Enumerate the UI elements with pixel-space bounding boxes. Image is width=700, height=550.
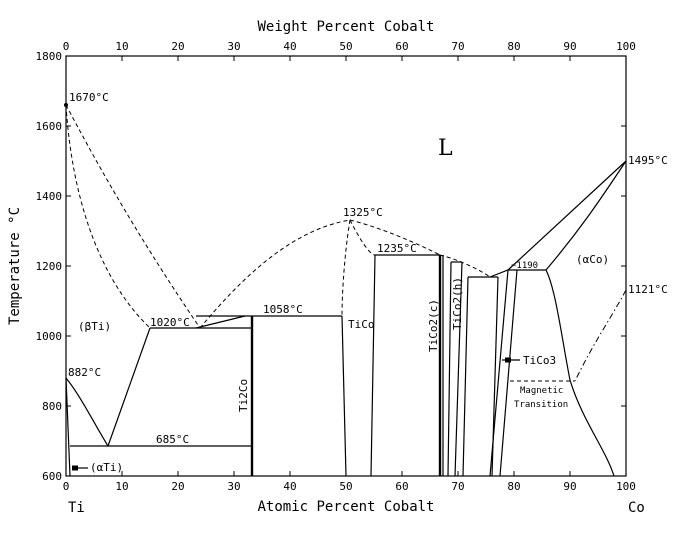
- bottom-tick-label-5: 50: [339, 480, 352, 493]
- label-alpha-ti: (αTi): [90, 461, 123, 474]
- top-tick-label-4: 40: [283, 40, 296, 53]
- bottom-tick-label-2: 20: [171, 480, 184, 493]
- beta-ti-eutectoid-right: [107, 327, 151, 447]
- arrow-alpha-ti: [72, 465, 88, 471]
- top-tick-label-0: 0: [63, 40, 70, 53]
- label-tico2-c: TiCo2(c): [427, 299, 440, 352]
- liquidus-tico2-right: [439, 254, 491, 278]
- label-alpha-co: (αCo): [576, 253, 609, 266]
- tico2-h-left: [447, 261, 452, 477]
- bottom-axis-title: Atomic Percent Cobalt: [257, 499, 434, 515]
- y-axis-title: Temperature °C: [7, 207, 23, 325]
- label-transition: Transition: [514, 400, 568, 410]
- top-tick-label-5: 50: [339, 40, 352, 53]
- arrow-tico3: [502, 357, 520, 363]
- y-tick-label-0: 600: [42, 470, 62, 483]
- phase-boundaries: [64, 103, 627, 477]
- label-1190: ~1190: [511, 261, 538, 271]
- tico2-h-right: [454, 261, 463, 477]
- bottom-tick-label-7: 70: [451, 480, 464, 493]
- top-tick-label-3: 30: [227, 40, 240, 53]
- label-tico2-h: TiCo2(h): [451, 277, 464, 330]
- top-tick-label-8: 80: [507, 40, 520, 53]
- tico3-left-boundary: [489, 269, 509, 477]
- bottom-tick-label-6: 60: [395, 480, 408, 493]
- label-liquid: L: [438, 136, 453, 161]
- beta-ti-eutectoid-left: [65, 377, 109, 447]
- tico-right-boundary: [370, 254, 376, 477]
- bottom-tick-label-9: 90: [563, 480, 576, 493]
- liquidus-tico-right: [349, 219, 441, 256]
- alpha-ti-boundary: [65, 377, 71, 477]
- bottom-tick-label-10: 100: [616, 480, 636, 493]
- tico-left-boundary: [341, 315, 347, 477]
- co-magnetic-line: [574, 289, 627, 382]
- y-tick-label-5: 1600: [36, 120, 63, 133]
- label-magnetic: Magnetic: [520, 386, 563, 396]
- label-beta-ti: (βTi): [78, 320, 111, 333]
- bottom-tick-label-0: 0: [63, 480, 70, 493]
- label-tico: TiCo: [348, 318, 375, 331]
- liquidus-co-side: [507, 160, 627, 271]
- top-axis-ticks: 0 10 20 30 40 50 60 70 80 90 100: [63, 40, 636, 61]
- top-tick-label-1: 10: [115, 40, 128, 53]
- liquidus-ti-side: [65, 104, 201, 329]
- tico3-right-boundary: [499, 269, 518, 477]
- plot-frame: [65, 55, 627, 477]
- label-tico3: TiCo3: [523, 354, 556, 367]
- label-1235: 1235°C: [377, 242, 417, 255]
- corner-label-ti: Ti: [68, 500, 85, 516]
- ti-melting-point-marker: [64, 103, 68, 107]
- top-tick-label-2: 20: [171, 40, 184, 53]
- tico-left-solidus: [341, 219, 351, 317]
- y-tick-label-6: 1800: [36, 50, 63, 63]
- solidus-beta-ti: [65, 104, 151, 329]
- top-tick-label-10: 100: [616, 40, 636, 53]
- bottom-tick-label-8: 80: [507, 480, 520, 493]
- label-685: 685°C: [156, 433, 189, 446]
- bottom-tick-label-4: 40: [283, 480, 296, 493]
- y-tick-label-1: 800: [42, 400, 62, 413]
- tico3-top: [489, 269, 546, 278]
- tico2-h-boundary-a: [462, 276, 469, 477]
- solidus-co-side: [545, 160, 627, 271]
- bottom-axis-ticks: 0 10 20 30 40 50 60 70 80 90 100: [63, 471, 636, 493]
- y-tick-label-2: 1000: [36, 330, 63, 343]
- bottom-tick-label-1: 10: [115, 480, 128, 493]
- tico-right-solidus: [349, 219, 376, 256]
- label-1058: 1058°C: [263, 303, 303, 316]
- top-tick-label-7: 70: [451, 40, 464, 53]
- label-1670: 1670°C: [69, 91, 109, 104]
- corner-label-co: Co: [628, 500, 645, 516]
- y-tick-label-3: 1200: [36, 260, 63, 273]
- label-1020: 1020°C: [150, 316, 190, 329]
- label-882: 882°C: [68, 366, 101, 379]
- top-tick-label-9: 90: [563, 40, 576, 53]
- label-1325: 1325°C: [343, 206, 383, 219]
- bottom-tick-label-3: 30: [227, 480, 240, 493]
- liquidus-ti2co-left: [195, 315, 246, 329]
- top-tick-label-6: 60: [395, 40, 408, 53]
- label-ti2co: Ti2Co: [237, 379, 250, 412]
- label-1121: 1121°C: [628, 283, 668, 296]
- alpha-co-solvus: [545, 269, 615, 477]
- y-axis-ticks: 600 800 1000 1200 1400 1600 1800: [36, 50, 626, 483]
- label-1495: 1495°C: [628, 154, 668, 167]
- y-tick-label-4: 1400: [36, 190, 63, 203]
- top-axis-title: Weight Percent Cobalt: [257, 19, 434, 35]
- liquidus-tico-left: [199, 219, 351, 329]
- annotations: L 1670°C 1495°C 1121°C 882°C 1020°C 685°…: [68, 91, 668, 474]
